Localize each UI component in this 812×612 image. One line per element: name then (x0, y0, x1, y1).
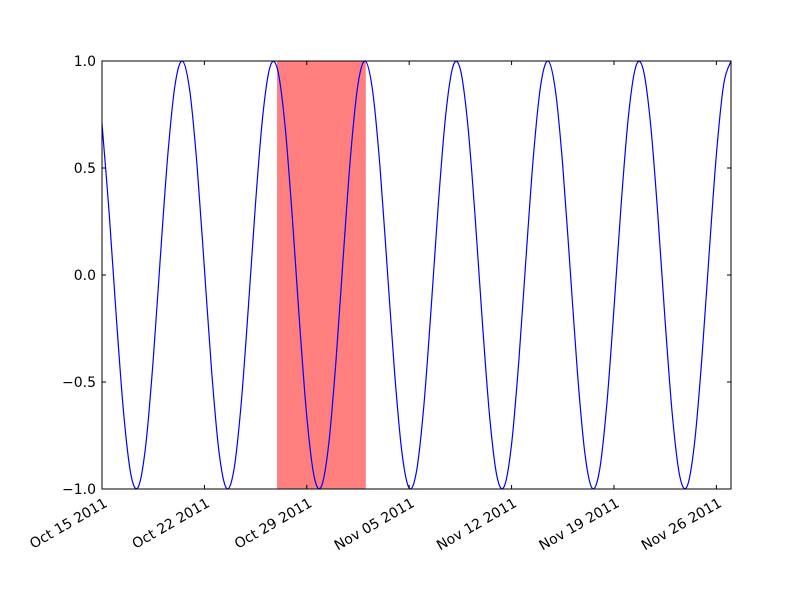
y-tick-label: 0.0 (74, 268, 96, 284)
shaded-span (277, 60, 366, 490)
y-tick-label: −0.5 (62, 375, 96, 391)
line-series (102, 61, 731, 489)
y-tick-label: −1.0 (62, 482, 96, 498)
y-tick-label: 0.5 (74, 161, 96, 177)
y-tick-label: 1.0 (74, 54, 96, 70)
